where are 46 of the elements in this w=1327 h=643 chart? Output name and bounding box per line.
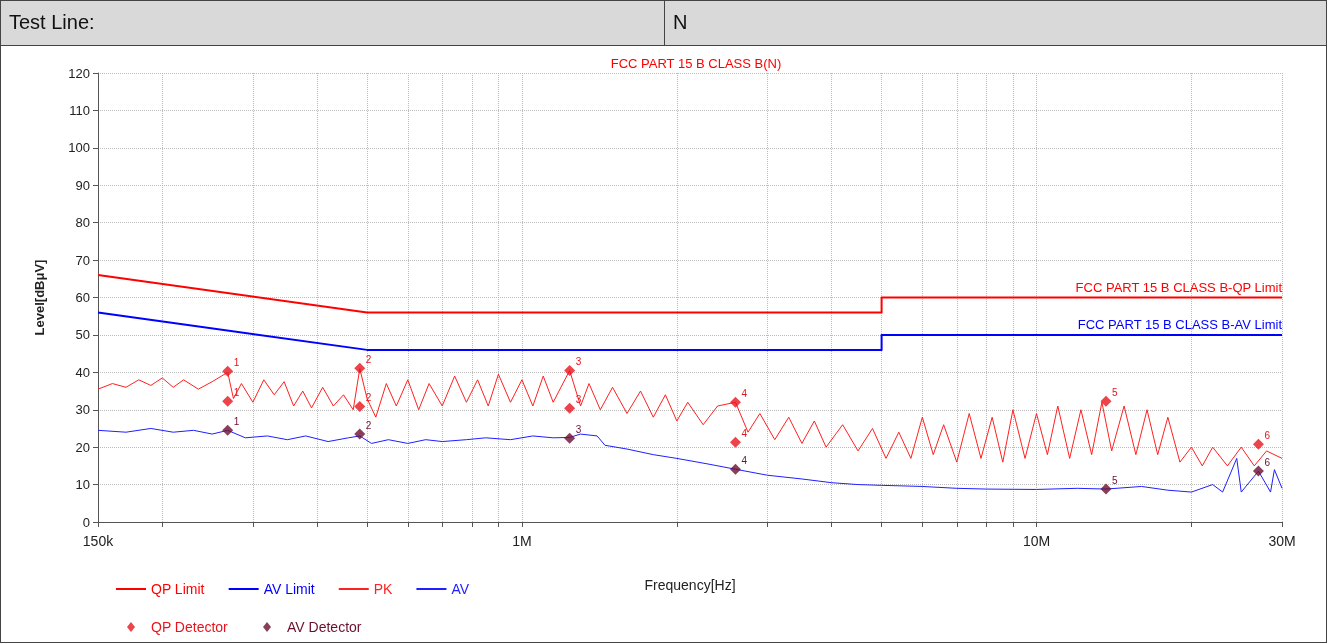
legend-label: AV xyxy=(451,581,470,597)
y-tick-label: 10 xyxy=(75,477,90,493)
annotation: 1 xyxy=(233,386,240,398)
annotation: 4 xyxy=(741,387,748,399)
chart-title: FCC PART 15 B CLASS B(N) xyxy=(610,56,782,71)
x-tick-label: 10M xyxy=(1022,533,1051,549)
y-tick-label: 20 xyxy=(75,439,90,455)
x-tick-label: 150k xyxy=(82,533,115,549)
y-tick-label: 50 xyxy=(75,327,90,343)
legend-label: QP Limit xyxy=(151,581,205,597)
annotation: FCC PART 15 B CLASS B-AV Limit xyxy=(1077,316,1283,332)
y-tick-label: 30 xyxy=(75,402,90,418)
annotation: 5 xyxy=(1112,386,1119,398)
y-tick-label: 80 xyxy=(75,215,90,231)
y-tick-label: 110 xyxy=(69,102,90,118)
annotation: 5 xyxy=(1112,474,1119,486)
annotation: 3 xyxy=(575,393,582,405)
legend-label: AV Limit xyxy=(263,581,315,597)
annotation: 6 xyxy=(1264,429,1271,441)
y-tick-label: 120 xyxy=(68,65,90,81)
annotation: 3 xyxy=(575,423,582,435)
text: Test Line: xyxy=(1,1,665,45)
annotation: 2 xyxy=(365,419,372,431)
y-tick-label: 0 xyxy=(82,514,90,530)
annotation: FCC PART 15 B CLASS B-QP Limit xyxy=(1075,279,1283,295)
y-tick-label: 40 xyxy=(75,364,90,380)
annotation: 1 xyxy=(233,415,240,427)
y-tick-label: 60 xyxy=(75,290,90,305)
y-tick-label: 90 xyxy=(75,177,90,193)
y-axis-title: Level[dBμV] xyxy=(32,259,47,336)
annotation: 4 xyxy=(741,454,748,466)
x-tick-label: 1M xyxy=(512,533,532,549)
legend-label: AV Detector xyxy=(287,619,362,635)
text: N xyxy=(672,10,689,35)
legend-label: PK xyxy=(373,581,394,597)
y-tick-label: 70 xyxy=(75,252,90,268)
x-axis-title: Frequency[Hz] xyxy=(644,577,736,593)
annotation: 6 xyxy=(1264,456,1271,468)
y-tick-label: 100 xyxy=(68,140,90,156)
legend-label: QP Detector xyxy=(151,619,229,635)
annotation: 2 xyxy=(365,391,372,403)
annotation: 3 xyxy=(575,355,582,367)
annotation: 1 xyxy=(233,356,240,368)
annotation: 2 xyxy=(365,353,372,365)
annotation: 4 xyxy=(741,427,748,439)
x-tick-label: 30M xyxy=(1268,533,1296,549)
